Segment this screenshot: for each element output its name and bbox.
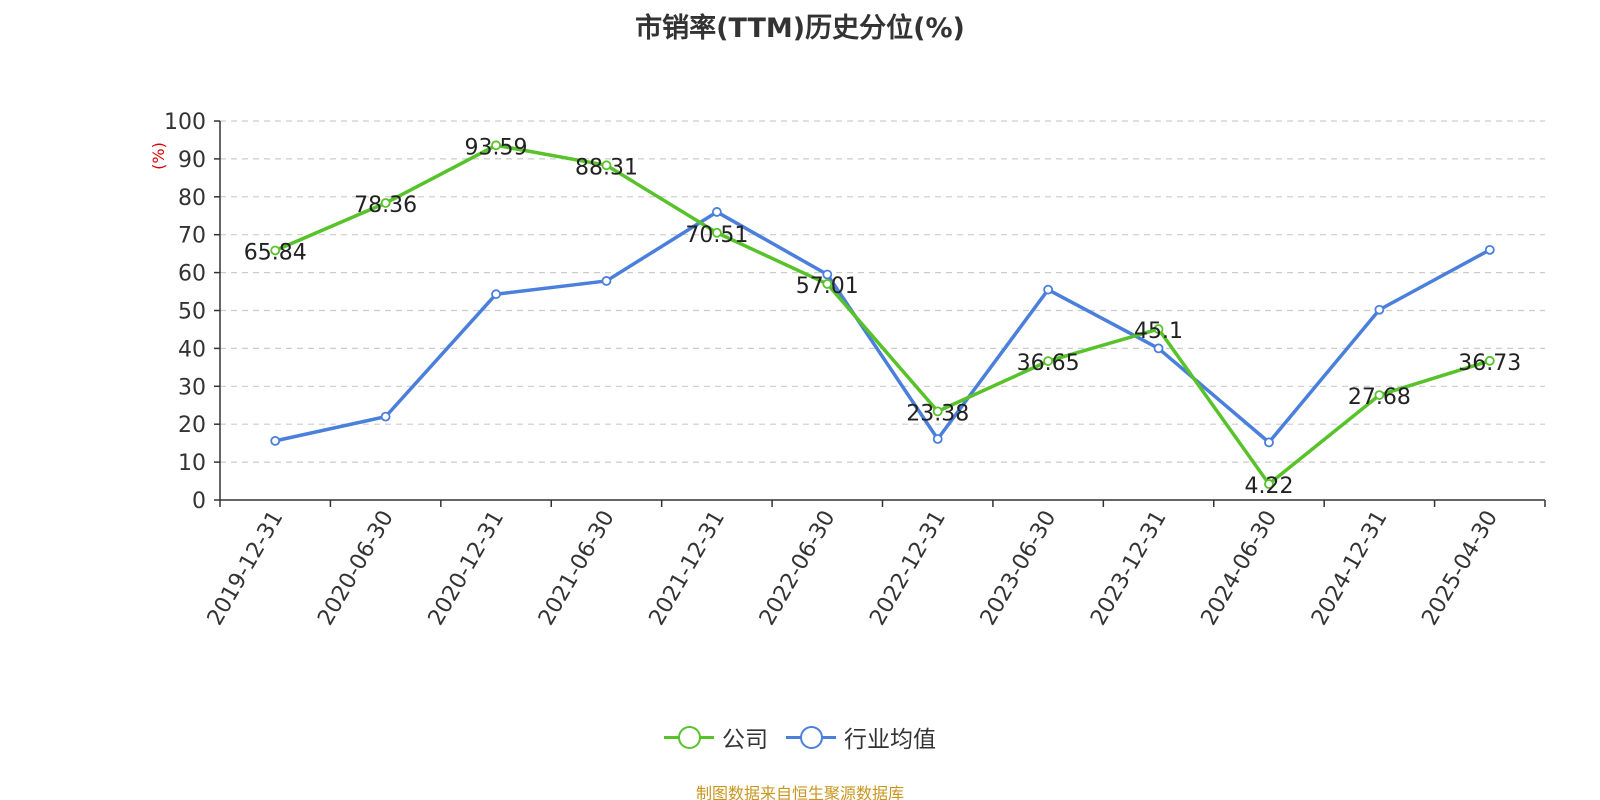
legend-label: 公司 — [722, 727, 768, 753]
data-point — [270, 245, 281, 256]
legend-label: 行业均值 — [844, 727, 936, 753]
source-note: 制图数据来自恒生聚源数据库 — [695, 784, 904, 800]
data-point — [1153, 324, 1164, 334]
legend-item-company[interactable]: 公司 — [664, 722, 768, 753]
data-label: 45.1 — [1134, 319, 1183, 344]
line-chart: 0 10 20 30 40 50 60 70 80 90 100 (%) 2019-12-31 2020-… — [149, 110, 1546, 630]
y-axis-label: (%) — [149, 142, 168, 170]
y-tick-label: 100 — [164, 110, 206, 135]
chart-legend[interactable]: 公司 行业均值 — [0, 722, 1600, 753]
y-tick-label: 10 — [178, 451, 206, 476]
data-label: 78.36 — [354, 193, 417, 218]
legend-circle — [678, 726, 701, 749]
x-tick-label: 2022-12-31 — [865, 507, 951, 630]
data-label: 23.38 — [906, 401, 969, 426]
data-point — [1264, 437, 1274, 448]
data-label: 88.31 — [575, 155, 638, 180]
x-tick-label: 2020-06-30 — [313, 507, 399, 630]
data-label: 93.59 — [465, 135, 528, 160]
data-point — [380, 198, 391, 208]
y-tick-label: 20 — [178, 413, 206, 438]
data-label: 65.84 — [244, 240, 307, 265]
data-point — [1484, 355, 1495, 366]
grid-lines — [220, 120, 1545, 463]
legend-circle — [800, 726, 823, 749]
data-point — [1374, 390, 1385, 400]
y-tick-label: 50 — [178, 300, 206, 325]
data-point — [601, 276, 612, 286]
data-point — [601, 160, 612, 171]
data-point — [270, 435, 281, 446]
chart-title: 市销率(TTM)历史分位(%) — [635, 13, 965, 44]
x-tick-label: 2024-06-30 — [1197, 507, 1283, 630]
y-tick-label: 80 — [178, 186, 206, 211]
data-point — [1153, 343, 1164, 354]
data-point — [932, 434, 943, 444]
series-line-industry — [274, 210, 1491, 445]
legend-marker-icon — [786, 722, 836, 752]
data-point — [1043, 284, 1054, 295]
data-label: 4.22 — [1244, 474, 1293, 499]
x-tick-label: 2025-04-30 — [1417, 507, 1503, 630]
data-point — [711, 227, 722, 238]
y-tick-label: 90 — [178, 148, 206, 173]
x-tick-label: 2021-06-30 — [534, 507, 620, 630]
data-point — [711, 207, 722, 217]
x-tick-label: 2023-06-30 — [976, 507, 1062, 630]
data-point — [822, 279, 833, 289]
data-point — [491, 289, 501, 300]
x-tick-label: 2022-06-30 — [755, 507, 841, 630]
data-point — [932, 406, 943, 417]
x-tick-label: 2020-12-31 — [424, 507, 510, 630]
data-labels: 65.84 78.36 93.59 88.31 70.51 57.01 23.38 36.65… — [244, 135, 1522, 499]
series-lines — [270, 140, 1495, 489]
data-label: 36.73 — [1458, 351, 1521, 376]
data-label: 36.65 — [1017, 351, 1080, 376]
y-tick-label: 30 — [178, 375, 206, 400]
legend-item-industry[interactable]: 行业均值 — [786, 722, 936, 753]
data-point — [1264, 479, 1274, 489]
data-point — [491, 140, 501, 151]
data-point — [822, 269, 833, 280]
legend-marker-icon — [664, 722, 714, 752]
x-tick-label: 2021-12-31 — [644, 507, 730, 630]
data-point — [1484, 244, 1495, 255]
data-point — [1043, 356, 1054, 366]
x-tick-label: 2019-12-31 — [203, 507, 289, 630]
y-tick-label: 0 — [192, 489, 206, 514]
x-tick-label: 2023-12-31 — [1086, 507, 1172, 630]
y-tick-label: 60 — [178, 262, 206, 287]
x-tick-label: 2024-12-31 — [1307, 507, 1393, 630]
y-tick-label: 40 — [178, 337, 206, 362]
data-label: 27.68 — [1348, 385, 1411, 410]
data-label: 57.01 — [796, 274, 859, 299]
data-point — [380, 411, 391, 422]
y-tick-label: 70 — [178, 224, 206, 249]
data-point — [1374, 304, 1385, 315]
data-label: 70.51 — [685, 223, 748, 248]
series-line-company — [274, 143, 1491, 486]
axes: 0 10 20 30 40 50 60 70 80 90 100 (%) 2019-12-31 2020-… — [149, 110, 1546, 630]
